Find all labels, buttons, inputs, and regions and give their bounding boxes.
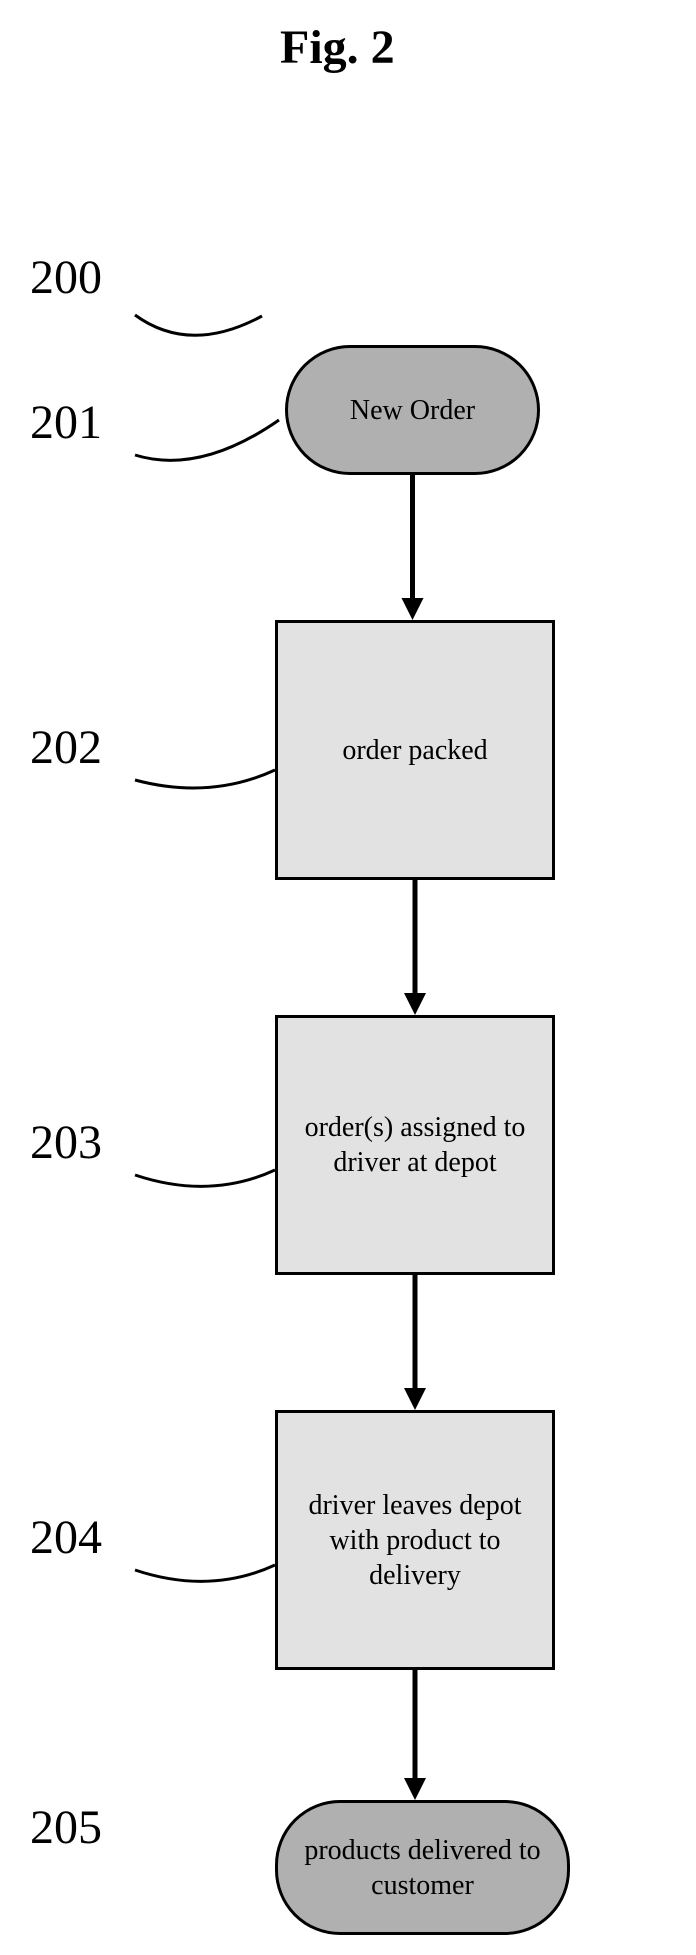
flow-arrowhead [404,1388,426,1410]
flow-node-n202: order packed [275,620,555,880]
reference-label-201: 201 [30,395,102,450]
reference-label-204: 204 [30,1510,102,1565]
flow-node-label: order packed [336,729,493,772]
leader-line [135,420,279,460]
flow-arrowhead [404,993,426,1015]
figure-title: Fig. 2 [280,20,395,75]
leader-line [135,1565,275,1581]
flow-node-n205: products delivered to customer [275,1800,570,1935]
flow-node-label: New Order [344,389,481,432]
flow-node-n203: order(s) assigned to driver at depot [275,1015,555,1275]
flow-arrowhead [404,1778,426,1800]
flow-node-label: driver leaves depot with product to deli… [278,1484,552,1597]
leader-line [135,1170,275,1186]
reference-label-200: 200 [30,250,102,305]
flow-node-label: products delivered to customer [278,1829,567,1907]
leader-line [135,770,275,788]
leader-line [135,315,262,335]
flow-node-n201: New Order [285,345,540,475]
flow-node-n204: driver leaves depot with product to deli… [275,1410,555,1670]
flow-arrowhead [402,598,424,620]
reference-label-203: 203 [30,1115,102,1170]
reference-label-202: 202 [30,720,102,775]
reference-label-205: 205 [30,1800,102,1855]
flow-node-label: order(s) assigned to driver at depot [278,1106,552,1184]
diagram-canvas: Fig. 2 New Order order packed order(s) ass… [0,0,696,1955]
